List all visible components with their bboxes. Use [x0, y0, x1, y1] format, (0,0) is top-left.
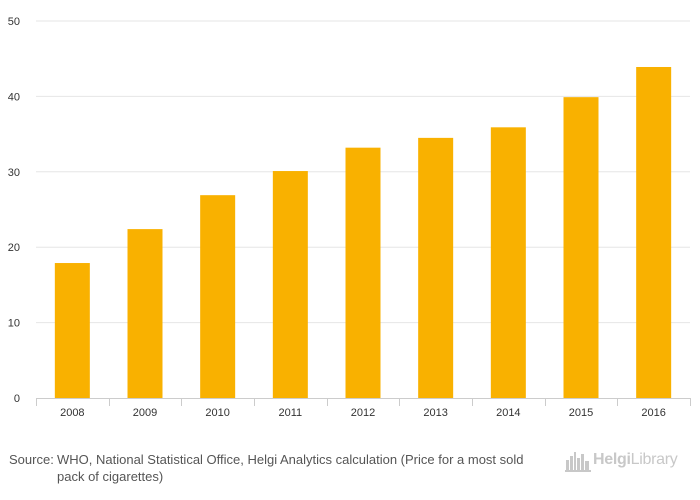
bar [345, 147, 381, 398]
bars [54, 66, 672, 399]
y-tick-label: 10 [8, 318, 20, 330]
x-tick-label: 2008 [60, 407, 84, 419]
bar [54, 263, 90, 398]
helgi-library-logo[interactable]: HelgiLibrary [565, 447, 695, 475]
x-tick-label: 2010 [205, 407, 229, 419]
y-tick-label: 20 [8, 242, 20, 254]
axis-labels: 0 10 20 30 40 50 2008 2009 2010 2011 2012 2013 2014 2… [8, 16, 666, 419]
x-tick-label: 2013 [423, 407, 447, 419]
logo-brand-strong: Helgi [593, 451, 631, 468]
bar [636, 66, 672, 398]
y-tick-label: 30 [8, 167, 20, 179]
y-tick-label: 40 [8, 91, 20, 103]
bar-chart: 0 10 20 30 40 50 2008 2009 2010 2011 2012 2013 2014 2… [8, 16, 691, 419]
city-skyline-icon [565, 452, 591, 472]
logo-brand-rest: Library [630, 451, 678, 468]
source-note: Source: WHO, National Statistical Office… [9, 451, 539, 485]
bar [272, 171, 308, 398]
x-tick-label: 2014 [496, 407, 520, 419]
x-tick-label: 2015 [569, 407, 593, 419]
source-text: WHO, National Statistical Office, Helgi … [57, 452, 524, 484]
bar [127, 229, 163, 398]
x-tick-label: 2016 [641, 407, 665, 419]
y-tick-label: 50 [8, 16, 20, 28]
source-prefix: Source: [9, 452, 54, 467]
bar [200, 195, 236, 398]
bar [490, 127, 526, 399]
axes [36, 398, 691, 406]
x-tick-label: 2012 [351, 407, 375, 419]
x-tick-label: 2009 [133, 407, 157, 419]
logo-wordmark: HelgiLibrary [593, 451, 678, 469]
x-tick-label: 2011 [279, 407, 303, 419]
bar [418, 137, 454, 398]
y-tick-label: 0 [14, 393, 20, 405]
bar [563, 97, 599, 399]
